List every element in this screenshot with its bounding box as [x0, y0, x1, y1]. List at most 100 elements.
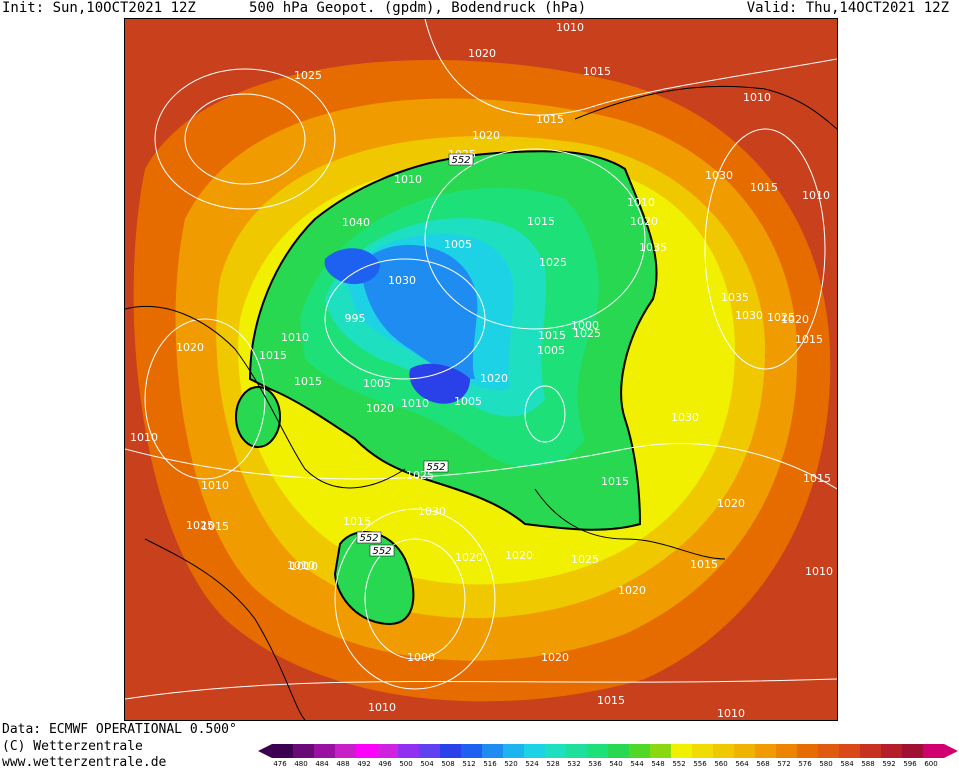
- legend-tick-label: 548: [651, 760, 665, 768]
- legend-swatch: [692, 744, 714, 758]
- legend-tick-label: 588: [861, 760, 875, 768]
- isobar-label: 1010: [556, 21, 584, 34]
- legend-swatch: [524, 744, 546, 758]
- isobar-label: 1010: [802, 189, 830, 202]
- isobar-label: 1015: [750, 181, 778, 194]
- legend-swatch: [272, 744, 294, 758]
- isobar-label: 1030: [735, 309, 763, 322]
- legend-tick-label: 508: [441, 760, 455, 768]
- legend-tick-label: 484: [315, 760, 329, 768]
- legend-tick-label: 520: [504, 760, 518, 768]
- legend-swatch: [314, 744, 336, 758]
- legend-swatch: [734, 744, 756, 758]
- isobar-label: 1015: [294, 375, 322, 388]
- isobar-label: 1010: [201, 479, 229, 492]
- legend-tick-label: 584: [840, 760, 854, 768]
- isobar-label: 1020: [630, 215, 658, 228]
- isobar-label: 1025: [539, 256, 567, 269]
- website: www.wetterzentrale.de: [2, 755, 167, 770]
- isobar-label: 1025: [186, 519, 214, 532]
- geopotential-contour-label: 552: [451, 155, 470, 166]
- legend-swatch: [608, 744, 630, 758]
- isobar-label: 1015: [601, 475, 629, 488]
- geopotential-map: 1010 1020 1025 1015 1010 1015 1020 1030 1015 1010…: [124, 18, 838, 721]
- isobar-label: 1010: [401, 397, 429, 410]
- map-title: 500 hPa Geopot. (gpdm), Bodendruck (hPa): [249, 0, 587, 16]
- legend-swatch: [629, 744, 651, 758]
- isobar-label: 1030: [388, 274, 416, 287]
- isobar-label: 1015: [795, 333, 823, 346]
- isobar-label: 1025: [294, 69, 322, 82]
- contour-label-box: [356, 531, 382, 544]
- isobar-label: 1005: [454, 395, 482, 408]
- legend-tick-label: 476: [273, 760, 287, 768]
- isobar-label: 1015: [690, 558, 718, 571]
- legend-tick-label: 532: [567, 760, 581, 768]
- legend-arrow-left: [258, 744, 272, 758]
- legend-swatch: [461, 744, 483, 758]
- legend-swatch: [797, 744, 819, 758]
- isobar-label: 1020: [618, 584, 646, 597]
- legend-arrow-right: [944, 744, 958, 758]
- isobar-label: 1015: [343, 515, 371, 528]
- legend-tick-label: 556: [693, 760, 707, 768]
- legend-tick-label: 544: [630, 760, 644, 768]
- band-520: [360, 244, 478, 379]
- isobar-label: 1025: [767, 311, 795, 324]
- legend-tick-label: 516: [483, 760, 497, 768]
- data-source: Data: ECMWF OPERATIONAL 0.500°: [2, 722, 237, 737]
- legend-tick-label: 560: [714, 760, 728, 768]
- legend-tick-label: 528: [546, 760, 560, 768]
- isobar-label: 1040: [342, 216, 370, 229]
- legend-tick-label: 572: [777, 760, 791, 768]
- legend-tick-label: 592: [882, 760, 896, 768]
- isobar-label: 1020: [468, 47, 496, 60]
- legend-tick-label: 536: [588, 760, 602, 768]
- legend-tick-label: 580: [819, 760, 833, 768]
- legend-tick-label: 500: [399, 760, 413, 768]
- contour-label-box: [448, 153, 474, 166]
- isobar-label: 1030: [705, 169, 733, 182]
- legend-tick-label: 596: [903, 760, 917, 768]
- legend-swatch: [335, 744, 357, 758]
- legend-swatch: [545, 744, 567, 758]
- legend-swatch: [755, 744, 777, 758]
- cutoff-low-west: [235, 386, 281, 448]
- legend-swatch: [818, 744, 840, 758]
- isobar-label: 1010: [287, 559, 315, 572]
- isobar-label: 1000: [571, 319, 599, 332]
- isobar-label: 1010: [743, 91, 771, 104]
- legend-swatch: [440, 744, 462, 758]
- isobar-label: 1015: [527, 215, 555, 228]
- isobar-label: 1035: [639, 241, 667, 254]
- legend-swatch: [776, 744, 798, 758]
- legend-swatch: [503, 744, 525, 758]
- isobar-label: 1025: [406, 469, 434, 482]
- legend-swatch: [839, 744, 861, 758]
- isobar-label: 1015: [803, 472, 831, 485]
- legend-tick-label: 568: [756, 760, 770, 768]
- geopotential-contour-label: 552: [426, 462, 445, 473]
- isobar-label: 1005: [537, 344, 565, 357]
- legend-swatch: [671, 744, 693, 758]
- isobar-label: 1010: [717, 707, 745, 720]
- legend-swatch: [923, 744, 945, 758]
- isobar-label: 1035: [721, 291, 749, 304]
- isobar-label: 1020: [176, 341, 204, 354]
- isobar-label: 1010: [281, 331, 309, 344]
- init-time: Init: Sun,10OCT2021 12Z: [2, 0, 196, 16]
- low-center-east: [409, 363, 470, 404]
- isobar-label: 1000: [407, 651, 435, 664]
- isobar-label: 1030: [671, 411, 699, 424]
- legend-tick-label: 496: [378, 760, 392, 768]
- isobars: [125, 19, 837, 700]
- legend-tick-label: 552: [672, 760, 686, 768]
- geopotential-contour-label: 552: [359, 533, 378, 544]
- isobar-label: 1030: [418, 505, 446, 518]
- legend-tick-label: 540: [609, 760, 623, 768]
- legend-tick-label: 504: [420, 760, 434, 768]
- isobar-label: 1015: [201, 520, 229, 533]
- legend-tick-label: 600: [924, 760, 938, 768]
